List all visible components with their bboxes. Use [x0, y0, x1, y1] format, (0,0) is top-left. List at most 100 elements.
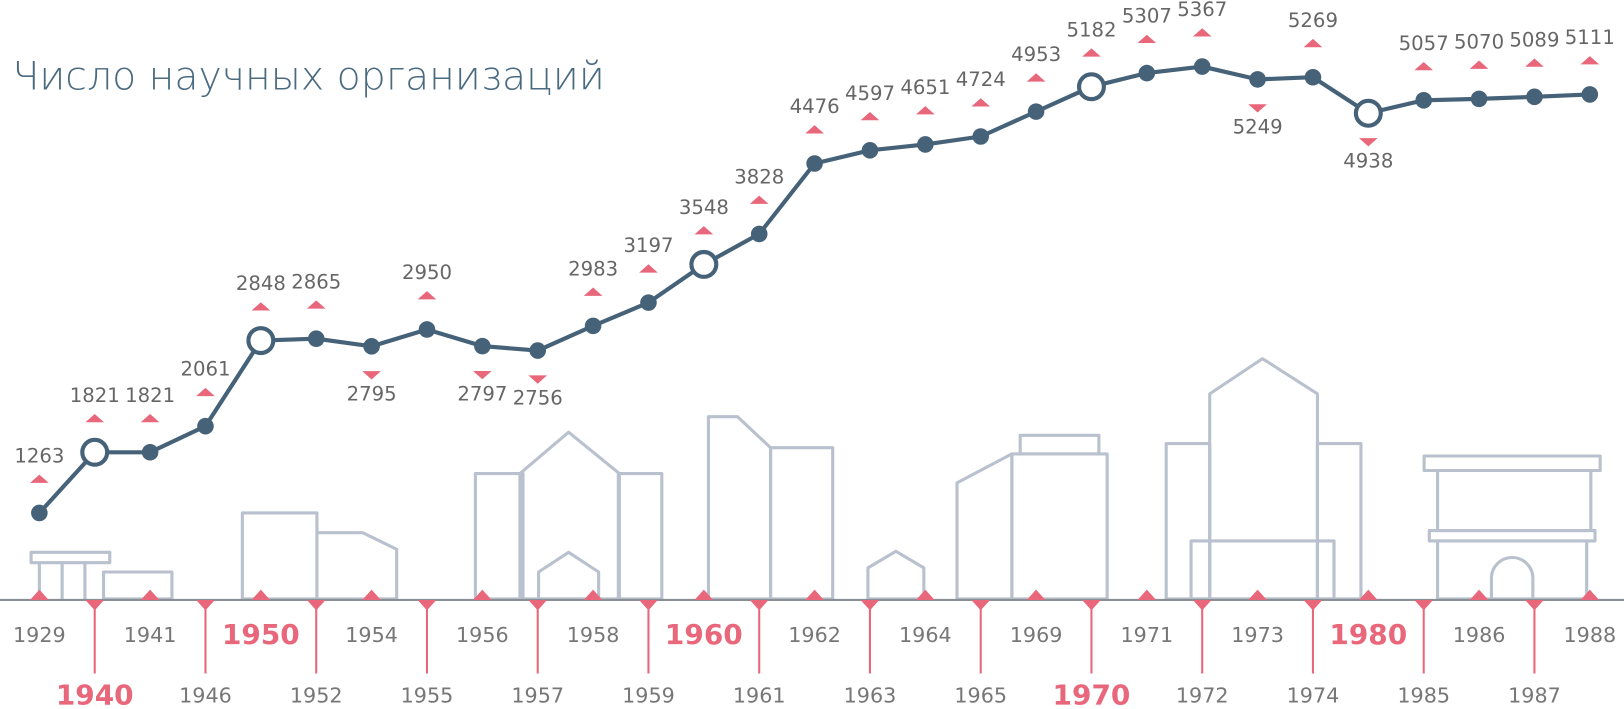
label-pointer	[1138, 35, 1157, 43]
x-tick-label: 1972	[1176, 683, 1229, 707]
x-tick-label: 1985	[1397, 683, 1450, 707]
data-point	[1356, 101, 1381, 126]
data-point	[1582, 86, 1599, 103]
data-point	[1471, 91, 1488, 108]
data-point	[640, 294, 657, 311]
label-pointer	[1359, 138, 1378, 146]
x-tick-label: 1964	[899, 623, 952, 647]
label-pointer	[1470, 61, 1489, 69]
data-point	[142, 444, 159, 461]
data-label: 2061	[180, 358, 230, 381]
timeline-marker	[362, 590, 381, 600]
data-point	[1194, 58, 1211, 75]
data-point	[529, 342, 546, 359]
data-point	[917, 136, 934, 153]
x-tick-label: 1965	[954, 683, 1007, 707]
data-point	[585, 318, 602, 335]
label-pointer	[1027, 73, 1046, 81]
x-tick-label: 1962	[788, 623, 841, 647]
data-label: 4597	[845, 82, 895, 105]
data-point	[751, 226, 768, 243]
label-pointer	[1193, 28, 1212, 36]
timeline-marker	[30, 590, 49, 600]
x-tick-label: 1961	[733, 683, 786, 707]
x-tick-label: 1963	[844, 683, 897, 707]
data-label: 4651	[900, 76, 950, 99]
label-pointer	[805, 125, 824, 133]
chart-title: Число научных организаций	[12, 54, 604, 100]
data-label: 3828	[734, 166, 784, 189]
label-pointer	[639, 264, 658, 272]
data-label: 4938	[1343, 149, 1393, 172]
label-pointer	[473, 371, 492, 379]
timeline-marker	[1470, 590, 1489, 600]
data-label: 5182	[1066, 18, 1116, 41]
x-tick-label: 1955	[401, 683, 454, 707]
data-label: 1821	[125, 384, 175, 407]
data-point	[419, 321, 436, 338]
data-point	[1249, 71, 1266, 88]
data-point	[972, 128, 989, 145]
timeline-marker	[1138, 590, 1157, 600]
x-tick-label: 1958	[567, 623, 620, 647]
data-label: 4953	[1011, 43, 1061, 66]
label-pointer	[196, 388, 215, 396]
data-point	[363, 338, 380, 355]
x-tick-label: 1946	[179, 683, 232, 707]
data-point	[248, 328, 273, 353]
label-pointer	[418, 291, 437, 299]
x-tick-label: 1986	[1453, 623, 1506, 647]
label-pointer	[362, 371, 381, 379]
x-tick-label: 1950	[222, 618, 300, 651]
x-tick-label: 1969	[1010, 623, 1063, 647]
timeline-marker	[1248, 590, 1267, 600]
data-point	[474, 338, 491, 355]
timeline-marker	[252, 590, 271, 600]
data-label: 2756	[513, 387, 563, 410]
label-pointer	[916, 106, 935, 114]
x-tick-label: 1954	[345, 623, 398, 647]
data-point	[1079, 74, 1104, 99]
timeline-marker	[141, 590, 160, 600]
timeline-marker	[805, 590, 824, 600]
timeline-marker	[916, 590, 935, 600]
data-point	[1526, 89, 1543, 106]
x-tick-label: 1929	[13, 623, 66, 647]
timeline-marker	[695, 590, 714, 600]
data-point	[1415, 92, 1432, 109]
data-label: 2950	[402, 261, 452, 284]
x-tick-label: 1940	[56, 678, 134, 709]
data-label: 2865	[291, 270, 341, 293]
label-pointer	[971, 98, 990, 106]
x-tick-label: 1959	[622, 683, 675, 707]
label-pointer	[1304, 39, 1323, 47]
label-pointer	[1248, 104, 1267, 112]
label-pointer	[1581, 56, 1600, 64]
timeline-marker	[1581, 590, 1600, 600]
x-tick-label: 1941	[124, 623, 177, 647]
x-tick-label: 1960	[665, 618, 743, 651]
label-pointer	[30, 475, 49, 483]
x-tick-label: 1973	[1231, 623, 1284, 647]
data-label: 1263	[14, 445, 64, 468]
data-label: 2797	[457, 382, 507, 405]
label-pointer	[584, 288, 603, 296]
data-label: 5111	[1565, 26, 1615, 49]
data-label: 2848	[236, 272, 286, 295]
label-pointer	[1525, 58, 1544, 66]
timeline-marker	[1027, 590, 1046, 600]
data-label: 1821	[70, 384, 120, 407]
x-tick-label: 1974	[1287, 683, 1340, 707]
data-point	[1139, 65, 1156, 82]
data-label: 5269	[1288, 9, 1338, 32]
label-pointer	[528, 375, 547, 383]
x-tick-label: 1970	[1053, 678, 1131, 709]
label-pointer	[861, 112, 880, 120]
data-label: 5249	[1233, 116, 1283, 139]
data-point	[806, 155, 823, 172]
label-pointer	[307, 300, 326, 308]
data-label: 3197	[623, 234, 673, 257]
data-label: 2983	[568, 257, 618, 280]
x-tick-label: 1987	[1508, 683, 1561, 707]
data-label: 4476	[790, 95, 840, 118]
